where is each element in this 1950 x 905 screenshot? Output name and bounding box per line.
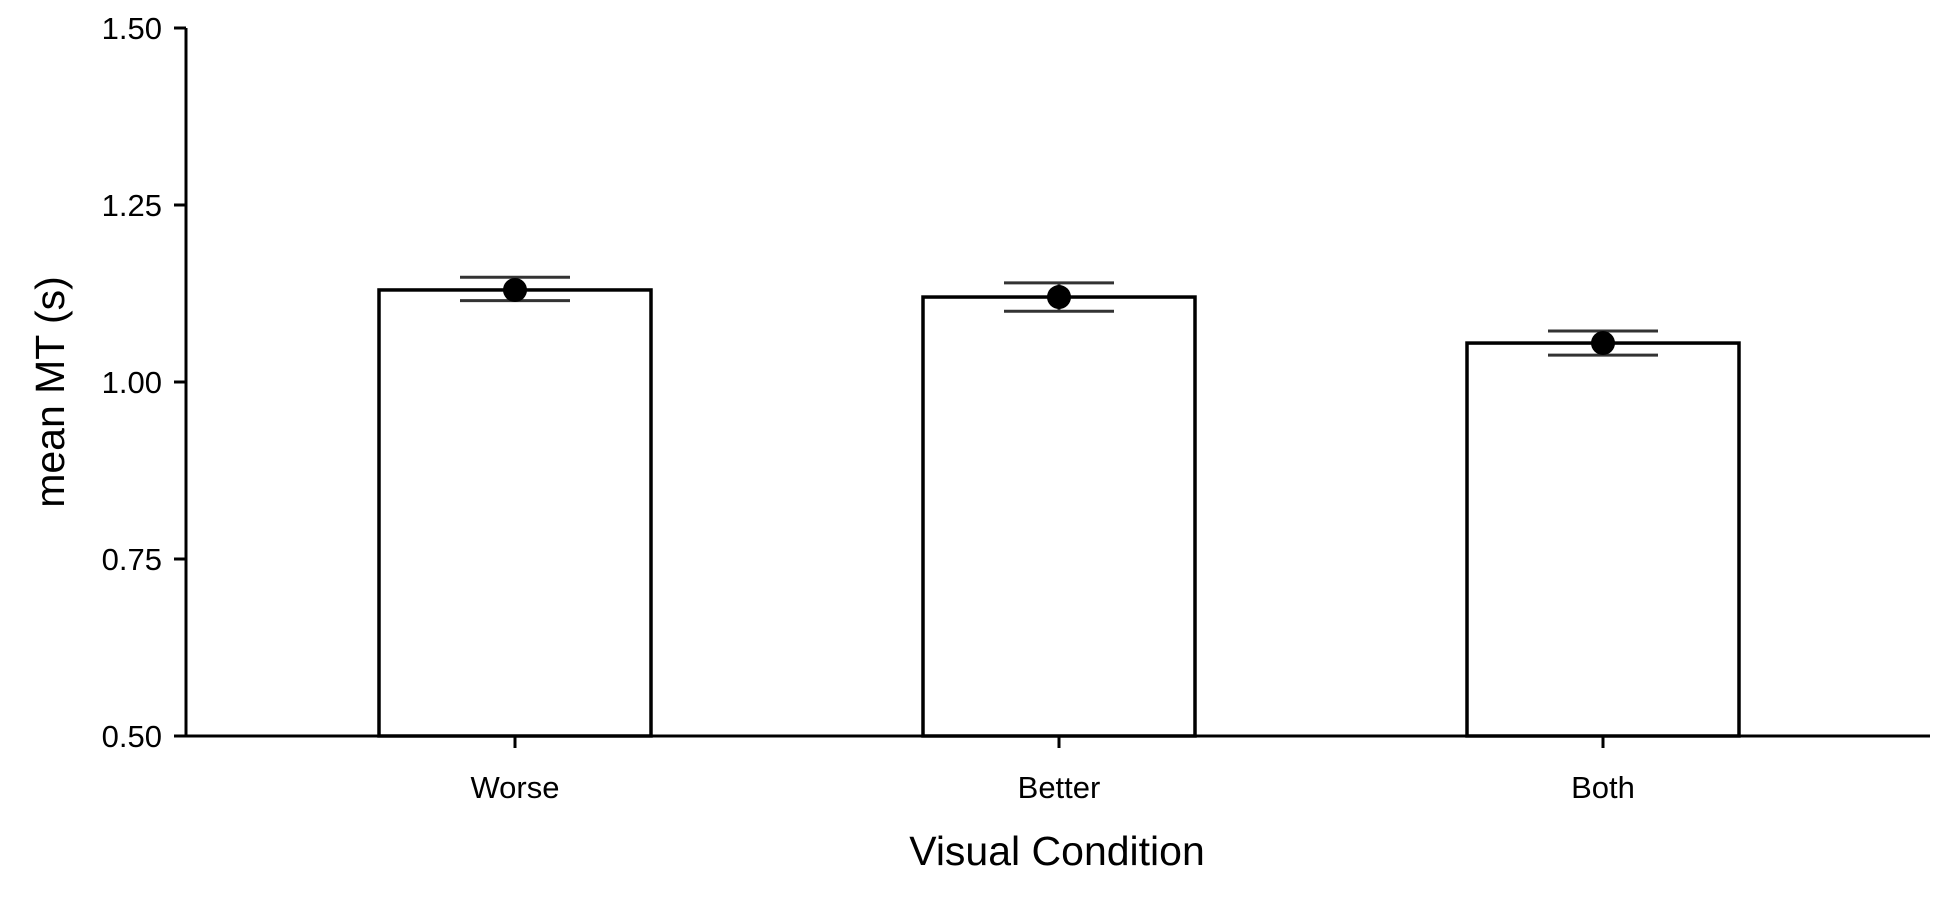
x-tick-label-better: Better bbox=[1018, 770, 1101, 805]
y-tick-label: 0.75 bbox=[102, 542, 162, 577]
mean-points-layer bbox=[503, 277, 1615, 356]
y-tick-label: 1.00 bbox=[102, 365, 162, 400]
mean-point-worse bbox=[503, 277, 527, 302]
axes-layer bbox=[174, 26, 1930, 748]
x-axis-title: Visual Condition bbox=[909, 828, 1205, 874]
bar-worse bbox=[377, 288, 653, 738]
mean-point-better bbox=[1047, 285, 1071, 310]
y-tick-label: 1.25 bbox=[102, 188, 162, 223]
y-tick-label: 1.50 bbox=[102, 11, 162, 46]
bars-layer bbox=[377, 288, 1741, 738]
y-tick-label: 0.50 bbox=[102, 719, 162, 754]
labels-layer: Worse Better Both 0.50 0.75 1.00 1.25 1.50 bbox=[102, 11, 1635, 805]
x-tick-label-worse: Worse bbox=[470, 770, 559, 805]
bar-both bbox=[1465, 341, 1741, 738]
x-tick-label-both: Both bbox=[1571, 770, 1635, 805]
mean-point-both bbox=[1591, 331, 1615, 356]
y-axis-title: mean MT (s) bbox=[27, 276, 73, 508]
bar-better bbox=[921, 295, 1197, 738]
